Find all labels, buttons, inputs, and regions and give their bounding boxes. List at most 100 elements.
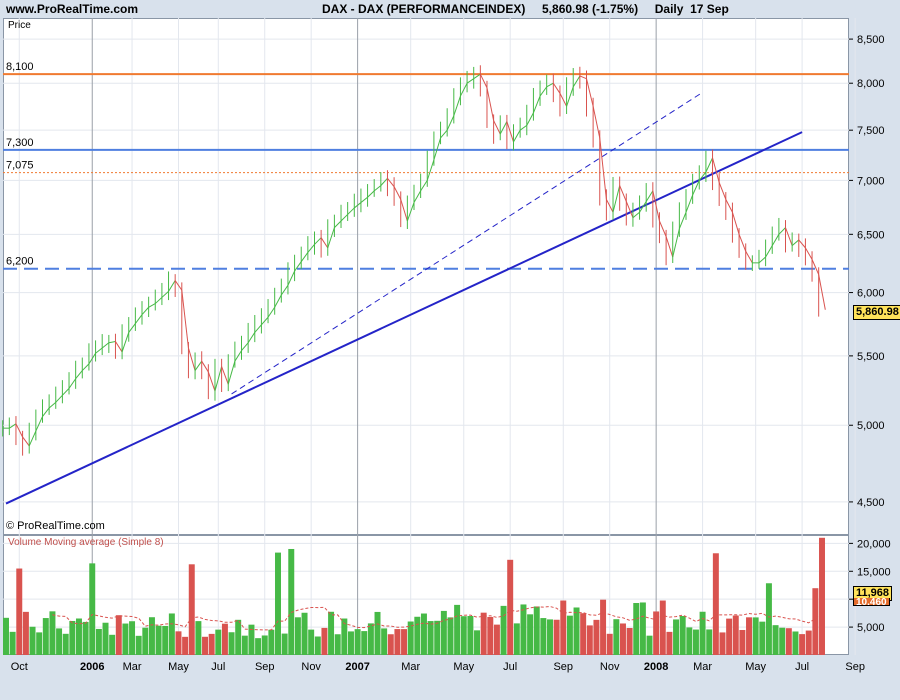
volume-bar bbox=[659, 600, 666, 655]
price-segment bbox=[115, 341, 123, 353]
price-segment bbox=[473, 73, 481, 80]
price-segment bbox=[187, 347, 196, 371]
volume-bar bbox=[454, 604, 461, 655]
trendline-main bbox=[5, 131, 803, 505]
price-segment bbox=[804, 247, 813, 260]
volume-bar bbox=[148, 617, 155, 655]
x-tick-label: Jul bbox=[795, 661, 809, 673]
volume-bars bbox=[3, 537, 825, 655]
volume-bar bbox=[168, 613, 175, 655]
price-panel[interactable] bbox=[3, 18, 849, 535]
volume-bar bbox=[706, 629, 713, 655]
price-segment bbox=[68, 378, 77, 389]
price-segment bbox=[15, 423, 24, 438]
price-segment bbox=[818, 274, 826, 310]
price-segment bbox=[672, 228, 680, 258]
price-segment bbox=[174, 280, 183, 291]
price-segment bbox=[254, 324, 262, 333]
price-tick-label: 6,000 bbox=[857, 288, 885, 300]
price-segment bbox=[134, 314, 143, 324]
price-segment bbox=[287, 270, 296, 286]
price-segment bbox=[360, 196, 368, 203]
x-tick-label: Nov bbox=[301, 661, 321, 673]
price-segment bbox=[128, 323, 136, 333]
price-segment bbox=[446, 115, 455, 131]
volume-bar bbox=[142, 627, 149, 655]
price-segment bbox=[559, 93, 568, 107]
price-segment bbox=[95, 347, 103, 354]
volume-bar bbox=[460, 616, 467, 655]
volume-tick-label: 15,000 bbox=[857, 566, 891, 578]
price-segment bbox=[459, 82, 468, 97]
price-segment bbox=[758, 256, 766, 264]
price-segment bbox=[698, 171, 707, 181]
price-segment bbox=[380, 177, 388, 186]
volume-bar bbox=[726, 618, 733, 655]
x-tick-label: Sep bbox=[553, 661, 573, 673]
volume-bar bbox=[586, 625, 593, 655]
price-segment bbox=[632, 211, 640, 219]
price-segment bbox=[765, 245, 773, 258]
price-segment bbox=[639, 201, 647, 213]
price-segment bbox=[466, 78, 474, 84]
price-segment bbox=[738, 234, 747, 252]
price-segment bbox=[771, 234, 780, 246]
volume-bar bbox=[440, 610, 447, 655]
volume-bar bbox=[480, 612, 487, 655]
price-segment bbox=[440, 129, 448, 139]
volume-bar bbox=[75, 618, 82, 655]
price-segment bbox=[493, 120, 501, 135]
volume-bar bbox=[553, 619, 560, 655]
volume-bar bbox=[155, 625, 162, 655]
volume-bar bbox=[619, 623, 626, 655]
volume-bar bbox=[606, 633, 613, 655]
volume-bar bbox=[533, 606, 540, 655]
price-segment bbox=[645, 190, 654, 202]
x-tick-label: Mar bbox=[401, 661, 420, 673]
price-segment bbox=[347, 207, 355, 215]
volume-bar bbox=[666, 631, 673, 655]
volume-bar bbox=[746, 617, 753, 655]
volume-bar bbox=[255, 638, 262, 655]
price-segment bbox=[532, 95, 541, 114]
volume-bar bbox=[633, 603, 640, 655]
price-segment bbox=[88, 352, 96, 365]
price-tick-label: 4,500 bbox=[857, 497, 885, 509]
volume-bar bbox=[347, 631, 354, 655]
price-segment bbox=[48, 401, 57, 409]
volume-bar bbox=[765, 583, 772, 655]
price-segment bbox=[22, 436, 30, 447]
site-name[interactable]: www.ProRealTime.com bbox=[6, 2, 139, 16]
price-segment bbox=[300, 252, 309, 262]
price-tick-label: 7,500 bbox=[857, 125, 885, 137]
price-segment bbox=[513, 129, 521, 143]
volume-bar bbox=[29, 626, 36, 655]
price-tick-label: 8,000 bbox=[857, 78, 885, 90]
volume-bar bbox=[560, 600, 567, 655]
volume-bar bbox=[241, 635, 248, 655]
volume-bar bbox=[328, 611, 335, 655]
volume-bar bbox=[95, 628, 102, 655]
volume-bar bbox=[812, 588, 819, 655]
x-tick-label: Mar bbox=[693, 661, 712, 673]
price-segment bbox=[108, 340, 116, 344]
price-segment bbox=[599, 137, 607, 200]
price-segment bbox=[486, 87, 495, 121]
price-segment bbox=[406, 202, 415, 222]
volume-bar bbox=[772, 625, 779, 655]
volume-bar bbox=[235, 619, 242, 655]
price-segment bbox=[692, 180, 700, 196]
x-tick-label: May bbox=[168, 661, 189, 673]
copyright-text: © ProRealTime.com bbox=[6, 520, 105, 532]
price-segment bbox=[731, 212, 740, 235]
price-segment bbox=[678, 212, 687, 229]
price-segment bbox=[168, 280, 176, 292]
x-tick-label: Jul bbox=[211, 661, 225, 673]
volume-bar bbox=[381, 628, 388, 655]
price-segment bbox=[314, 237, 322, 245]
price-segment bbox=[42, 407, 50, 417]
volume-bar bbox=[686, 627, 693, 655]
price-segment bbox=[161, 290, 169, 298]
price-segment bbox=[55, 394, 63, 403]
price-segment bbox=[75, 370, 83, 380]
